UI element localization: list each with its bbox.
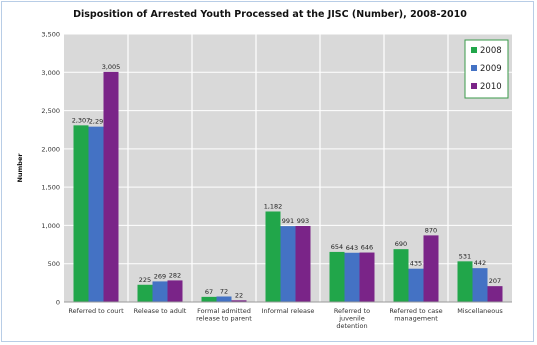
x-tick-label: management xyxy=(394,315,438,323)
y-tick-label: 2,500 xyxy=(41,107,60,115)
bar xyxy=(73,125,89,302)
x-tick-label: Miscellaneous xyxy=(457,307,503,315)
data-label: 991 xyxy=(282,217,294,225)
data-label: 282 xyxy=(169,271,181,279)
bar xyxy=(359,252,375,302)
y-tick-label: 500 xyxy=(48,260,60,268)
bar xyxy=(167,280,183,302)
legend-label: 2010 xyxy=(480,82,502,92)
y-tick-label: 1,000 xyxy=(41,222,60,230)
x-tick-label: juvenile xyxy=(338,315,365,323)
y-axis-label: Number xyxy=(16,153,24,183)
legend-swatch xyxy=(471,47,477,53)
bar xyxy=(487,286,503,302)
x-tick-label: Informal release xyxy=(262,307,315,315)
data-label: 993 xyxy=(297,217,309,225)
bar xyxy=(231,300,247,302)
data-label: 643 xyxy=(346,244,358,252)
legend-swatch xyxy=(471,65,477,71)
y-tick-label: 3,000 xyxy=(41,69,60,77)
plot-area: 0 500 1,000 1,500 2,000 2,500 3,000 3,500 Number… xyxy=(16,31,512,330)
bar xyxy=(423,235,439,302)
bar xyxy=(329,251,345,302)
x-tick-label: detention xyxy=(336,322,367,330)
y-tick-label: 1,500 xyxy=(41,184,60,192)
bar xyxy=(152,281,168,302)
data-label: 654 xyxy=(331,243,343,251)
bar xyxy=(88,126,104,302)
y-tick-label: 0 xyxy=(56,299,60,307)
data-label: 3,005 xyxy=(102,63,121,71)
y-tick-label: 3,500 xyxy=(41,31,60,39)
bar xyxy=(457,261,473,302)
data-label: 269 xyxy=(154,272,166,280)
bar xyxy=(201,296,217,302)
bar xyxy=(103,71,119,302)
bar xyxy=(137,284,153,302)
x-tick-label: Formal admitted xyxy=(197,307,251,315)
chart-title: Disposition of Arrested Youth Processed … xyxy=(73,9,467,20)
bar xyxy=(216,296,232,302)
legend-label: 2009 xyxy=(480,64,502,74)
y-tick-label: 2,000 xyxy=(41,145,60,153)
legend-swatch xyxy=(471,83,477,89)
x-tick-label: Referred to court xyxy=(68,307,124,315)
legend: 2008 2009 2010 xyxy=(464,39,509,99)
bar xyxy=(393,249,409,302)
data-label: 2,29 xyxy=(89,118,103,126)
bar xyxy=(280,226,296,302)
data-label: 67 xyxy=(205,288,213,296)
data-label: 646 xyxy=(361,244,373,252)
legend-label: 2008 xyxy=(480,46,502,56)
x-tick-label: Release to adult xyxy=(134,307,187,315)
data-label: 531 xyxy=(459,252,471,260)
bar xyxy=(408,268,424,302)
data-label: 1,182 xyxy=(264,202,283,210)
data-label: 225 xyxy=(139,276,151,284)
data-label: 22 xyxy=(235,291,243,299)
data-label: 72 xyxy=(220,287,228,295)
data-label: 2,307 xyxy=(72,116,91,124)
data-label: 690 xyxy=(395,240,407,248)
x-tick-label: Referred to xyxy=(334,307,370,315)
bar xyxy=(344,252,360,302)
x-tick-label: Referred to case xyxy=(389,307,442,315)
data-label: 870 xyxy=(425,226,437,234)
bar xyxy=(265,211,281,302)
data-label: 435 xyxy=(410,260,422,268)
bar xyxy=(295,225,311,302)
x-tick-label: release to parent xyxy=(196,315,252,323)
data-label: 207 xyxy=(489,277,501,285)
data-label: 442 xyxy=(474,259,486,267)
bar xyxy=(472,268,488,302)
